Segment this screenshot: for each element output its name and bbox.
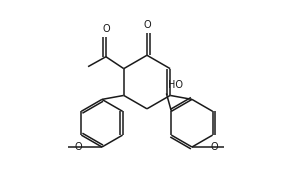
- Text: HO: HO: [168, 80, 183, 90]
- Text: O: O: [102, 24, 110, 34]
- Text: O: O: [74, 142, 82, 152]
- Text: O: O: [143, 20, 151, 30]
- Text: O: O: [211, 142, 219, 152]
